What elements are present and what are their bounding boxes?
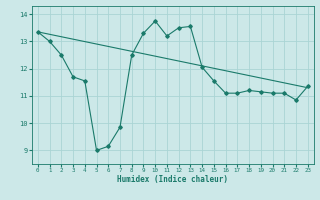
X-axis label: Humidex (Indice chaleur): Humidex (Indice chaleur)	[117, 175, 228, 184]
